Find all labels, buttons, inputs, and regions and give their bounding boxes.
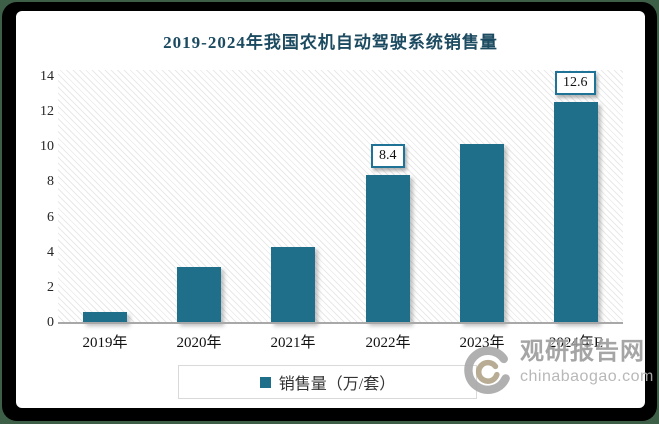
x-tick-label-2022年: 2022年: [365, 335, 411, 351]
legend-swatch-icon: [259, 376, 271, 388]
bar-2022年: [366, 175, 410, 323]
watermark-domain: chinabaogao.com: [520, 368, 654, 385]
x-tick-label-2024年E: 2024年E: [548, 335, 604, 351]
legend-label: 销售量（万/套）: [278, 376, 396, 393]
bar-2020年: [177, 267, 221, 323]
data-label-2022年: 8.4: [371, 144, 405, 168]
y-tick-label: 14: [40, 69, 54, 85]
watermark: 观研报告网 chinabaogao.com: [462, 337, 653, 403]
y-tick-label: 0: [47, 315, 54, 330]
watermark-logo-icon: [464, 346, 510, 394]
x-tick-label-2021年: 2021年: [270, 335, 316, 351]
bar-2024年E: [554, 102, 598, 323]
data-label-2024年E: 12.6: [555, 71, 596, 95]
bar-2021年: [271, 247, 315, 323]
bar-2019年: [83, 312, 127, 323]
chart-panel: 2019-2024年我国农机自动驾驶系统销售量 0 2 4 6 8 10 12 14 2019…: [16, 11, 653, 408]
chart-title: 2019-2024年我国农机自动驾驶系统销售量: [163, 33, 498, 52]
legend: 销售量（万/套）: [178, 365, 477, 399]
watermark-brand: 观研报告网: [520, 338, 645, 365]
y-tick-label: 12: [40, 104, 54, 120]
y-tick-label: 6: [47, 209, 54, 225]
x-tick-label-2023年: 2023年: [459, 335, 505, 351]
x-axis-line: [58, 322, 623, 324]
bar-2023年: [460, 144, 504, 323]
y-tick-label: 10: [40, 139, 54, 155]
y-axis: 0 2 4 6 8 10 12 14: [22, 11, 54, 408]
watermark-text: 观研报告网 chinabaogao.com: [520, 337, 654, 387]
x-tick-label-2020年: 2020年: [176, 335, 222, 351]
y-tick-label: 2: [47, 279, 54, 295]
y-tick-label: 8: [47, 174, 54, 190]
x-tick-label-2019年: 2019年: [82, 335, 128, 351]
x-axis: 2019年 2020年 2021年 2022年 2023年 2024年E: [58, 331, 623, 353]
y-tick-label: 4: [47, 244, 54, 260]
plot-area: [58, 70, 623, 323]
